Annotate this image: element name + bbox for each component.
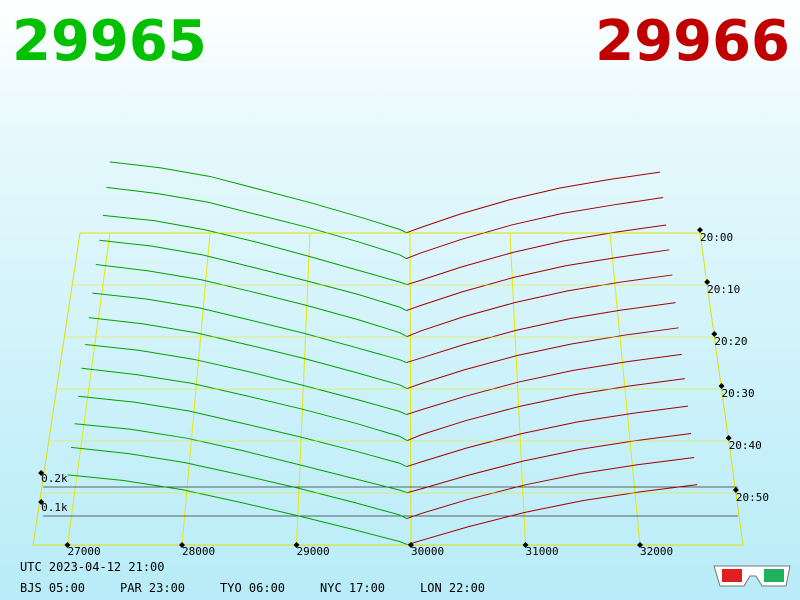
ask-line	[406, 484, 698, 546]
tick-mark	[408, 542, 414, 548]
time-tick-label: 20:10	[707, 283, 740, 296]
tick-mark	[38, 470, 45, 476]
glasses-icon[interactable]	[713, 565, 791, 587]
bid-line	[70, 446, 408, 520]
zone-time: BJS 05:00	[20, 581, 85, 595]
x-tick-label: 27000	[68, 545, 101, 558]
zone-time: LON 22:00	[420, 581, 485, 595]
zone-time: TYO 06:00	[220, 581, 285, 595]
ask-line	[406, 274, 673, 338]
bid-line	[109, 161, 407, 234]
tick-mark	[704, 279, 711, 285]
time-tick-label: 20:40	[729, 439, 762, 452]
ask-line	[406, 224, 667, 286]
tick-mark	[732, 487, 739, 493]
tick-mark	[522, 542, 529, 548]
ask-line	[406, 353, 682, 415]
left-lens	[722, 569, 742, 582]
ask-line	[406, 457, 695, 519]
bid-line	[85, 344, 407, 416]
time-tick-label: 20:50	[736, 491, 769, 504]
bid-line	[88, 317, 407, 389]
z-tick-label: 0.1k	[41, 501, 68, 514]
ask-price: 29966	[595, 9, 790, 74]
ask-line	[406, 378, 685, 442]
x-tick-label: 30000	[411, 545, 444, 558]
x-tick-label: 29000	[297, 545, 330, 558]
ask-line	[406, 405, 689, 467]
bid-price: 29965	[12, 9, 207, 74]
z-tick-label: 0.2k	[41, 472, 68, 485]
tick-mark	[637, 542, 643, 548]
tick-mark	[38, 499, 45, 505]
tick-mark	[697, 227, 703, 233]
bid-line	[95, 264, 407, 337]
utc-time: UTC 2023-04-12 21:00	[20, 560, 165, 574]
zone-time: NYC 17:00	[320, 581, 385, 595]
time-tick-label: 20:20	[714, 335, 747, 348]
x-tick-label: 28000	[182, 545, 215, 558]
time-tick-label: 20:00	[700, 231, 733, 244]
bid-line	[106, 186, 407, 260]
ask-line	[406, 302, 676, 363]
x-tick-label: 32000	[640, 545, 673, 558]
bid-line	[81, 367, 408, 441]
bid-line	[78, 395, 408, 468]
x-tick-label: 31000	[526, 545, 559, 558]
bid-line	[99, 239, 407, 312]
ask-line	[406, 197, 664, 259]
tick-mark	[718, 383, 725, 389]
ask-line	[406, 327, 679, 390]
bid-line	[74, 423, 408, 493]
tick-mark	[179, 542, 185, 548]
bid-line	[92, 292, 407, 364]
time-tick-label: 20:30	[722, 387, 755, 400]
bid-line	[102, 214, 407, 285]
zone-time: PAR 23:00	[120, 581, 185, 595]
right-lens	[764, 569, 784, 582]
ask-line	[406, 249, 670, 311]
tick-mark	[293, 542, 300, 548]
tick-mark	[711, 331, 718, 337]
tick-mark	[725, 435, 732, 441]
ask-line	[406, 171, 661, 234]
bid-line	[67, 474, 408, 545]
tick-mark	[64, 542, 71, 548]
